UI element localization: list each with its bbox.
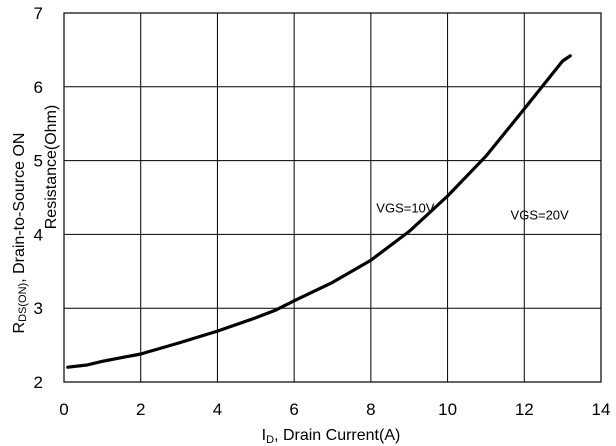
y-axis-label-main: R <box>11 322 28 334</box>
x-axis-label-main: I <box>262 427 266 444</box>
x-tick-label-7: 14 <box>592 400 611 419</box>
x-axis-label: ID, Drain Current(A) <box>262 427 401 446</box>
x-tick-label-1: 2 <box>136 400 145 419</box>
x-tick-label-6: 12 <box>515 400 534 419</box>
y-axis-label: RDS(ON), Drain-to-Source ON Resistance(O… <box>11 105 60 334</box>
series-layer <box>66 54 572 369</box>
y-axis-label-line2: Resistance(Ohm) <box>43 105 60 229</box>
series-line-0 <box>66 54 572 369</box>
plot-area <box>63 12 602 383</box>
y-tick-label-5: 7 <box>34 4 43 23</box>
y-tick-label-3: 5 <box>34 152 43 171</box>
y-axis-label-line1: RDS(ON), Drain-to-Source ON <box>11 133 29 334</box>
grid <box>64 13 601 382</box>
annotation-label-1: VGS=20V <box>511 208 570 223</box>
y-tick-label-2: 4 <box>34 225 43 244</box>
y-tick-label-0: 2 <box>34 373 43 392</box>
annotations: VGS=10V VGS=20V <box>376 200 569 222</box>
x-axis-label-subscript: D <box>266 434 274 446</box>
x-tick-label-0: 0 <box>59 400 68 419</box>
y-axis-ticks: 2 3 4 5 6 7 <box>34 4 43 392</box>
y-axis-label-subscript: DS(ON) <box>17 283 29 322</box>
y-tick-label-1: 3 <box>34 299 43 318</box>
x-tick-label-4: 8 <box>366 400 375 419</box>
x-tick-label-3: 6 <box>289 400 298 419</box>
y-axis-label-rest: , Drain-to-Source ON <box>11 133 28 283</box>
x-axis-label-rest: , Drain Current(A) <box>274 427 400 444</box>
x-tick-label-5: 10 <box>438 400 457 419</box>
x-tick-label-2: 4 <box>213 400 222 419</box>
annotation-label-0: VGS=10V <box>376 200 435 215</box>
y-tick-label-4: 6 <box>34 78 43 97</box>
x-axis-ticks: 0 2 4 6 8 10 12 14 <box>59 400 610 419</box>
